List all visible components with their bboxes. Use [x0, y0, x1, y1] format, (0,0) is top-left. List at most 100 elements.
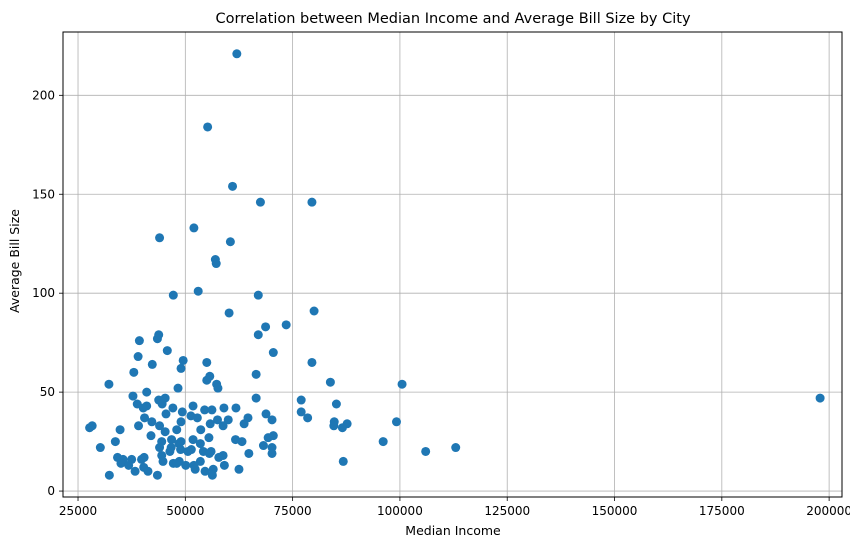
scatter-point [188, 401, 198, 411]
scatter-point [195, 439, 205, 449]
scatter-point [152, 334, 162, 344]
y-tick-label: 100 [32, 286, 55, 300]
scatter-point [181, 460, 191, 470]
scatter-point [183, 446, 193, 456]
scatter-point [244, 448, 254, 458]
scatter-point [192, 413, 202, 423]
x-tick-label: 150000 [592, 504, 638, 518]
x-tick-label: 125000 [484, 504, 530, 518]
scatter-point [232, 49, 242, 59]
scatter-point [338, 456, 348, 466]
scatter-point [152, 470, 162, 480]
scatter-point [195, 456, 205, 466]
plot-frame [62, 31, 843, 498]
scatter-point [207, 470, 217, 480]
scatter-point [172, 458, 182, 468]
scatter-point [162, 346, 172, 356]
scatter-point [309, 306, 319, 316]
scatter-point [188, 435, 198, 445]
scatter-point [213, 415, 223, 425]
scatter-point [155, 443, 165, 453]
scatter-point [303, 413, 313, 423]
scatter-point [234, 464, 244, 474]
scatter-point [140, 413, 150, 423]
scatter-point [205, 419, 215, 429]
scatter-point [130, 466, 140, 476]
scatter-point [177, 407, 187, 417]
x-tick-label: 175000 [699, 504, 745, 518]
scatter-point [95, 443, 105, 453]
scatter-point [161, 409, 171, 419]
y-tick-label: 200 [32, 88, 55, 102]
scatter-point [168, 403, 178, 413]
scatter-point [203, 122, 213, 132]
scatter-point [110, 437, 120, 447]
scatter-point [253, 290, 263, 300]
x-tick-label: 100000 [377, 504, 423, 518]
scatter-point [176, 417, 186, 427]
scatter-point [104, 379, 114, 389]
scatter-point [337, 423, 347, 433]
scatter-point [129, 367, 139, 377]
scatter-point [147, 417, 157, 427]
y-axis-ticks: 0 50 100 150 200 [32, 88, 63, 498]
x-axis-label: Median Income [405, 523, 501, 538]
scatter-point [251, 369, 261, 379]
scatter-point [331, 399, 341, 409]
scatter-point [251, 393, 261, 403]
scatter-point [421, 446, 431, 456]
scatter-point [281, 320, 291, 330]
scatter-point [296, 407, 306, 417]
scatter-point [204, 433, 214, 443]
scatter-point [253, 330, 263, 340]
scatter-point [391, 417, 401, 427]
scatter-point [178, 355, 188, 365]
scatter-point [268, 348, 278, 358]
scatter-point [223, 415, 233, 425]
scatter-point [146, 431, 156, 441]
scatter-point [104, 470, 114, 480]
scatter-point [231, 403, 241, 413]
scatter-point [218, 421, 228, 431]
scatter-point [214, 452, 224, 462]
scatter-point [451, 443, 461, 453]
x-tick-label: 50000 [166, 504, 204, 518]
scatter-point [155, 421, 165, 431]
scatter-point [397, 379, 407, 389]
scatter-point [143, 466, 153, 476]
scatter-point [157, 399, 167, 409]
scatter-point [200, 405, 210, 415]
scatter-point [142, 387, 152, 397]
scatter-point [124, 460, 134, 470]
grid-lines [63, 32, 842, 497]
scatter-point [258, 441, 268, 451]
scatter-point [219, 403, 229, 413]
scatter-point [147, 359, 157, 369]
scatter-point [202, 375, 212, 385]
scatter-point [261, 322, 271, 332]
scatter-point [261, 409, 271, 419]
scatter-point [268, 431, 278, 441]
scatter-point [255, 197, 265, 207]
scatter-point [378, 437, 388, 447]
y-tick-label: 150 [32, 187, 55, 201]
scatter-point [211, 259, 221, 269]
scatter-point [167, 435, 177, 445]
scatter-point [116, 458, 126, 468]
scatter-point [200, 466, 210, 476]
scatter-point [219, 460, 229, 470]
y-tick-label: 0 [47, 484, 55, 498]
scatter-point [138, 403, 148, 413]
scatter-point [189, 223, 199, 233]
scatter-point [128, 391, 138, 401]
scatter-point [207, 405, 217, 415]
scatter-point [193, 286, 203, 296]
scatter-point [224, 308, 234, 318]
scatter-point [173, 383, 183, 393]
scatter-point [176, 445, 186, 455]
scatter-point [160, 427, 170, 437]
x-tick-label: 75000 [274, 504, 312, 518]
scatter-point [329, 421, 339, 431]
y-axis-label: Average Bill Size [7, 209, 22, 313]
